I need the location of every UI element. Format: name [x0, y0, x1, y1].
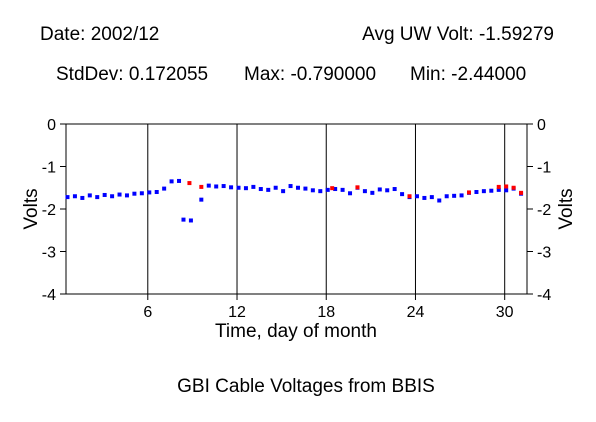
- data-point: [474, 190, 479, 194]
- data-point: [414, 194, 419, 199]
- date-label: Date: 2002/12: [40, 24, 160, 45]
- data-point: [407, 194, 412, 199]
- data-point: [124, 193, 129, 198]
- data-point: [206, 183, 211, 188]
- data-point: [362, 189, 367, 194]
- data-point: [318, 189, 323, 194]
- data-point: [162, 186, 167, 191]
- data-point: [437, 198, 442, 203]
- data-point: [444, 194, 449, 199]
- data-point: [385, 188, 390, 193]
- x-tick-label: 30: [496, 304, 514, 321]
- data-point: [229, 185, 234, 190]
- data-point: [340, 187, 345, 192]
- data-point: [355, 185, 360, 190]
- max-label: Max: -0.790000: [244, 64, 377, 85]
- data-point: [117, 192, 122, 197]
- data-point: [266, 187, 271, 192]
- data-point: [325, 187, 330, 192]
- data-point: [496, 187, 501, 192]
- data-point: [496, 184, 501, 189]
- data-point: [251, 184, 256, 189]
- data-point: [139, 191, 144, 196]
- data-point: [519, 190, 524, 195]
- y-tick-label-left: -4: [42, 287, 56, 304]
- data-point: [273, 185, 278, 190]
- data-point: [429, 195, 434, 200]
- data-point: [310, 188, 315, 193]
- average-voltage-label: Avg UW Volt: -1.59279: [362, 24, 554, 45]
- data-point: [72, 194, 77, 199]
- data-point: [188, 218, 193, 223]
- y-tick-label-right: -1: [537, 160, 551, 177]
- y-axis-label-right: Volts: [556, 188, 577, 229]
- data-point: [452, 193, 457, 198]
- min-label: Min: -2.44000: [410, 64, 527, 85]
- data-point: [132, 191, 137, 196]
- x-axis-label: Time, day of month: [215, 321, 377, 342]
- data-point: [214, 184, 219, 189]
- data-point: [295, 185, 300, 190]
- y-tick-label-right: -3: [537, 245, 551, 262]
- data-point: [377, 187, 382, 192]
- data-point: [169, 179, 174, 184]
- axis-ticks: 6 12 18 24 30 0 0 -1 -1 -2 -2 -3 -3 -4 -4: [42, 117, 552, 321]
- data-point: [110, 194, 115, 199]
- data-point: [467, 190, 472, 195]
- data-points: [65, 178, 524, 223]
- data-point: [181, 217, 186, 222]
- data-point: [392, 187, 397, 192]
- y-tick-label-right: -4: [537, 287, 551, 304]
- data-point: [177, 178, 182, 183]
- data-point: [199, 184, 204, 189]
- plot-frame: [65, 123, 528, 295]
- stddev-label: StdDev: 0.172055: [56, 64, 209, 85]
- data-point: [348, 191, 353, 196]
- data-point: [187, 181, 192, 186]
- data-point: [459, 193, 464, 198]
- data-point: [102, 192, 107, 197]
- y-axis-label-left: Volts: [21, 188, 42, 229]
- data-point: [80, 195, 85, 200]
- data-point: [147, 190, 152, 195]
- x-tick-label: 12: [228, 304, 246, 321]
- data-point: [303, 186, 308, 191]
- chart-title: GBI Cable Voltages from BBIS: [177, 376, 435, 397]
- data-point: [489, 188, 494, 193]
- data-point: [481, 189, 486, 194]
- y-tick-label-left: -1: [42, 160, 56, 177]
- data-point: [281, 189, 286, 194]
- data-point: [221, 184, 226, 189]
- data-point: [258, 187, 263, 192]
- data-point: [400, 192, 405, 197]
- data-point: [243, 186, 248, 191]
- data-point: [199, 197, 204, 202]
- data-point: [330, 186, 335, 191]
- data-point: [288, 184, 293, 189]
- y-tick-label-right: -2: [537, 202, 551, 219]
- y-tick-label-right: 0: [537, 117, 546, 134]
- data-point: [65, 195, 70, 200]
- data-point: [422, 195, 427, 200]
- data-point: [236, 185, 241, 190]
- y-tick-label-left: 0: [47, 117, 56, 134]
- x-tick-label: 24: [407, 304, 425, 321]
- data-point: [370, 190, 375, 195]
- y-tick-label-left: -3: [42, 245, 56, 262]
- data-point: [504, 184, 509, 189]
- grid-lines: [147, 124, 506, 294]
- data-point: [504, 188, 509, 193]
- data-point: [511, 185, 516, 190]
- x-tick-label: 18: [317, 304, 335, 321]
- y-tick-label-left: -2: [42, 202, 56, 219]
- x-tick-label: 6: [143, 304, 152, 321]
- data-point: [154, 190, 159, 194]
- data-point: [333, 187, 338, 192]
- data-point: [87, 193, 92, 198]
- data-point: [95, 195, 100, 200]
